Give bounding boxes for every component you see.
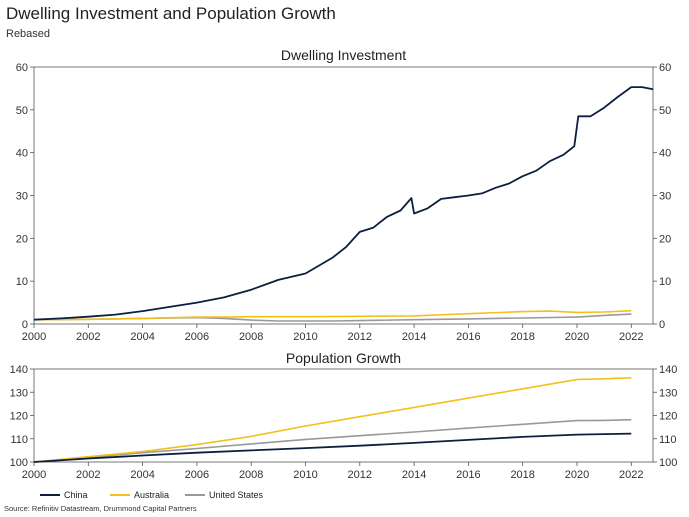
x-tick-label: 2022 [619,469,643,481]
y-tick-label-left: 30 [16,191,28,203]
series-line-china [33,86,654,321]
legend-label: Australia [134,490,169,500]
x-tick-label: 2006 [185,331,209,343]
x-tick-label: 2000 [22,469,46,481]
y-tick-label-right: 110 [659,434,677,446]
x-tick-label: 2004 [130,331,154,343]
legend-label: United States [209,490,264,500]
x-tick-label: 2000 [22,331,46,343]
x-tick-label: 2002 [76,331,100,343]
y-tick-label-left: 100 [10,457,28,469]
plot-frame [33,66,654,325]
x-tick-label: 2002 [76,469,100,481]
y-tick-label-left: 10 [16,276,28,288]
legend: China Australia United States [40,490,264,500]
y-tick-label-right: 0 [659,319,665,331]
x-tick-label: 2014 [402,469,426,481]
x-tick-label: 2016 [456,331,480,343]
series-line-united-states [33,313,632,322]
y-tick-label-right: 140 [659,364,677,376]
y-tick-label-right: 20 [659,233,671,245]
x-tick-label: 2020 [565,469,589,481]
y-tick-label-right: 50 [659,105,671,117]
x-tick-label: 2006 [185,469,209,481]
y-tick-label-left: 20 [16,233,28,245]
y-tick-label-right: 120 [659,411,677,423]
x-tick-label: 2008 [239,469,263,481]
y-tick-label-right: 130 [659,387,677,399]
y-tick-label-left: 120 [10,411,28,423]
series-line-australia [33,377,632,463]
x-tick-label: 2012 [348,469,372,481]
series-line-united-states [33,418,632,463]
x-tick-label: 2018 [510,469,534,481]
x-tick-label: 2020 [565,331,589,343]
x-tick-label: 2008 [239,331,263,343]
page-title: Dwelling Investment and Population Growt… [6,4,336,23]
y-tick-label-right: 40 [659,148,671,160]
y-tick-label-right: 10 [659,276,671,288]
y-tick-label-left: 130 [10,387,28,399]
x-tick-label: 2014 [402,331,426,343]
chart-panel-population: Population Growth 2000 2002 2004 2006 2008 201… [10,350,678,500]
x-tick-label: 2010 [293,331,317,343]
legend-label: China [64,490,88,500]
x-tick-label: 2010 [293,469,317,481]
source-note: Source: Refinitiv Datastream, Drummond C… [4,504,197,513]
page-subtitle: Rebased [6,28,51,40]
y-tick-label-left: 0 [22,319,28,331]
y-tick-label-left: 110 [10,434,28,446]
y-tick-label-left: 60 [16,62,28,74]
y-tick-label-right: 30 [659,191,671,203]
y-tick-label-left: 40 [16,148,28,160]
series-line-australia [33,309,632,321]
x-tick-label: 2012 [348,331,372,343]
y-tick-label-right: 60 [659,62,671,74]
x-tick-label: 2022 [619,331,643,343]
x-tick-label: 2016 [456,469,480,481]
series-line-china [33,432,632,463]
chart-title: Population Growth [286,350,401,366]
y-tick-label-right: 100 [659,457,677,469]
y-tick-label-left: 50 [16,105,28,117]
chart-title: Dwelling Investment [281,47,406,63]
x-tick-label: 2004 [130,469,154,481]
y-tick-label-left: 140 [10,364,28,376]
x-tick-label: 2018 [510,331,534,343]
